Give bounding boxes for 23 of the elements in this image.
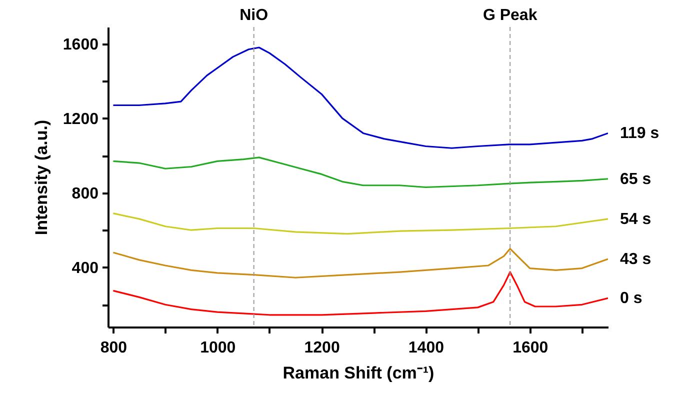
ref-line-label: NiO: [240, 7, 268, 24]
series-label: 43 s: [620, 250, 652, 268]
x-tick-label: 1200: [304, 340, 340, 356]
y-tick-label: 800: [72, 185, 99, 202]
x-tick-label: 1000: [200, 340, 236, 356]
series-label: 119 s: [620, 125, 660, 142]
series-label: 54 s: [620, 210, 652, 228]
y-tick-label: 400: [72, 260, 99, 277]
y-tick-label: 1600: [62, 36, 99, 54]
x-tick-label: 800: [100, 340, 128, 356]
y-axis-title: Intensity (a.u.): [32, 120, 51, 236]
x-axis-title: Raman Shift (cm⁻¹): [282, 364, 434, 382]
x-tick-label: 1400: [408, 340, 444, 356]
line-series: [112, 271, 608, 316]
y-tick-label: 1200: [62, 110, 99, 128]
series-label: 65 s: [620, 170, 652, 188]
line-series: [112, 212, 608, 235]
line-series: [112, 156, 608, 188]
ref-line-label: G Peak: [482, 7, 538, 24]
line-series: [112, 248, 608, 278]
series-label: 0 s: [620, 290, 642, 308]
line-series: [112, 46, 608, 149]
x-tick-label: 1600: [512, 340, 548, 356]
